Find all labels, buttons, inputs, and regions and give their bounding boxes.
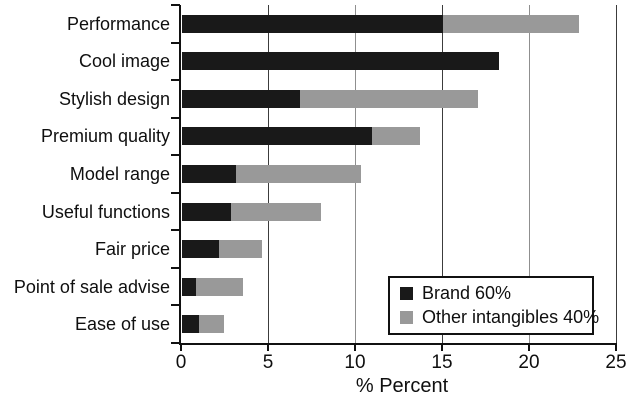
x-axis-tick bbox=[615, 345, 617, 351]
y-axis-tick bbox=[171, 79, 180, 82]
x-tick-label: 15 bbox=[431, 352, 453, 373]
bar-segment bbox=[182, 315, 200, 334]
bar-segment bbox=[300, 89, 478, 108]
legend-item: Other intangibles 40% bbox=[400, 307, 599, 328]
bar-segment bbox=[371, 127, 421, 146]
bar-segment bbox=[235, 165, 362, 183]
y-axis-tick bbox=[171, 41, 180, 44]
bar-segment bbox=[182, 127, 372, 146]
bar-segment bbox=[218, 240, 262, 259]
bar-segment bbox=[199, 315, 224, 334]
bar-segment bbox=[443, 14, 579, 33]
gridline bbox=[441, 5, 443, 343]
x-tick-label: 25 bbox=[605, 352, 627, 373]
x-tick-label: 5 bbox=[262, 352, 274, 373]
x-tick-label: 0 bbox=[175, 352, 187, 373]
y-axis-tick bbox=[171, 4, 180, 6]
category-label: Model range bbox=[69, 163, 170, 184]
x-tick-label: 10 bbox=[344, 352, 366, 373]
y-axis-line bbox=[179, 5, 181, 345]
x-tick-label: 20 bbox=[518, 352, 540, 373]
y-axis-tick bbox=[171, 266, 180, 269]
bar-segment bbox=[182, 202, 231, 221]
category-label: Stylish design bbox=[58, 88, 170, 109]
x-axis-tick bbox=[354, 345, 356, 351]
bar-segment bbox=[182, 277, 196, 296]
legend: Brand 60% Other intangibles 40% bbox=[388, 276, 599, 335]
legend-label: Brand 60% bbox=[422, 283, 512, 303]
y-axis-tick bbox=[171, 342, 180, 344]
legend-item: Brand 60% bbox=[400, 283, 586, 304]
category-label: Ease of use bbox=[74, 314, 170, 335]
y-axis-tick bbox=[171, 116, 180, 119]
x-axis-tick bbox=[441, 345, 443, 351]
category-label: Premium quality bbox=[40, 126, 170, 147]
y-axis-tick bbox=[171, 304, 180, 307]
bar-segment bbox=[182, 165, 236, 183]
gridline bbox=[615, 5, 617, 343]
legend-label: Other intangibles 40% bbox=[422, 307, 600, 327]
category-label: Point of sale advise bbox=[13, 276, 170, 297]
gridline bbox=[528, 5, 530, 343]
y-axis-tick bbox=[171, 154, 180, 157]
legend-swatch-brand bbox=[400, 287, 413, 300]
y-axis-tick bbox=[171, 229, 180, 232]
bar-segment bbox=[182, 89, 301, 108]
x-axis-tick bbox=[267, 345, 269, 351]
x-axis-title: % Percent bbox=[355, 375, 449, 397]
legend-swatch-other-intangibles bbox=[400, 311, 413, 324]
category-label: Cool image bbox=[78, 51, 170, 72]
category-label: Performance bbox=[66, 13, 170, 34]
bar-segment bbox=[182, 14, 443, 33]
y-axis-tick bbox=[171, 191, 180, 194]
category-label: Useful functions bbox=[41, 201, 170, 222]
category-label: Fair price bbox=[94, 239, 170, 260]
bar-segment bbox=[182, 52, 499, 71]
x-axis-tick bbox=[528, 345, 530, 351]
x-axis-line bbox=[179, 343, 617, 345]
bar-segment bbox=[182, 240, 219, 259]
bar-segment bbox=[195, 277, 243, 296]
x-axis-tick bbox=[180, 345, 182, 351]
bar-segment bbox=[230, 202, 322, 221]
